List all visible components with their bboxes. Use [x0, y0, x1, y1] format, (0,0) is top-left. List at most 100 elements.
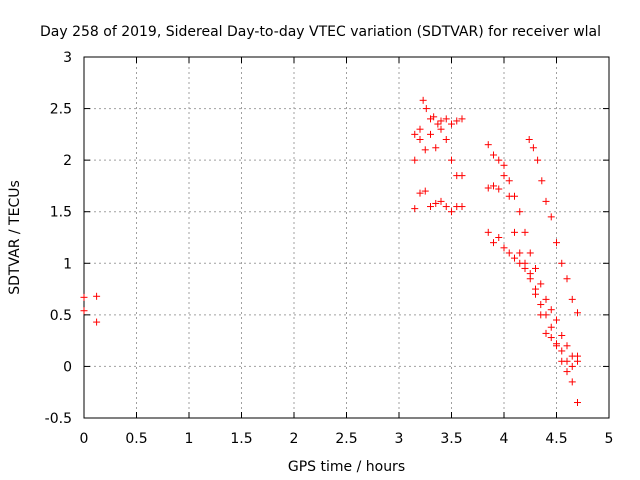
data-point — [411, 205, 419, 213]
y-axis-label: SDTVAR / TECUs — [7, 180, 23, 295]
data-point — [538, 177, 546, 185]
data-point — [490, 182, 497, 190]
chart-title: Day 258 of 2019, Sidereal Day-to-day VTE… — [40, 24, 601, 40]
data-point — [453, 117, 461, 125]
data-point — [553, 239, 560, 247]
data-point — [568, 295, 576, 303]
data-point — [558, 347, 566, 355]
data-point — [448, 120, 455, 128]
data-point — [495, 234, 503, 241]
data-point — [490, 239, 497, 247]
grid-lines — [84, 57, 609, 418]
y-tick-label: 0 — [63, 359, 72, 375]
data-point — [516, 208, 524, 216]
x-tick-label: 3 — [395, 431, 404, 447]
data-point — [505, 249, 513, 257]
data-point — [442, 203, 450, 211]
data-point — [93, 292, 101, 300]
data-point — [525, 136, 533, 144]
data-point — [458, 172, 466, 180]
data-point — [448, 156, 455, 164]
data-point — [93, 318, 101, 326]
data-point — [495, 156, 503, 164]
data-point — [432, 144, 440, 152]
data-point — [568, 362, 576, 370]
data-point — [80, 307, 88, 315]
data-point — [553, 340, 560, 348]
y-tick-label: 2.5 — [50, 102, 72, 118]
data-point — [516, 259, 524, 267]
x-tick-label: 1 — [185, 431, 194, 447]
data-point — [534, 156, 542, 164]
y-tick-label: 1 — [63, 256, 72, 272]
data-point — [547, 334, 555, 342]
data-point — [547, 306, 555, 314]
y-tick-label: -0.5 — [45, 411, 72, 427]
data-point — [511, 254, 518, 262]
y-tick-label: 2 — [63, 153, 72, 169]
data-point — [416, 136, 424, 144]
series-seg-early-upper — [80, 292, 101, 301]
data-point — [563, 275, 571, 283]
data-point — [422, 105, 430, 113]
data-point — [437, 125, 445, 133]
data-point — [505, 192, 513, 200]
series-seg-3.2-mid — [411, 125, 466, 180]
data-point — [434, 120, 442, 128]
x-tick-label: 0 — [80, 431, 89, 447]
data-point — [563, 368, 571, 376]
x-tick-label: 0.5 — [125, 431, 147, 447]
data-point — [500, 172, 508, 180]
data-point — [547, 323, 555, 331]
data-point — [542, 329, 550, 337]
data-point — [553, 316, 560, 324]
data-point — [521, 264, 529, 272]
series-seg-3.2-top — [411, 96, 466, 164]
data-point — [484, 228, 492, 236]
x-axis-label: GPS time / hours — [288, 459, 405, 475]
x-tick-label: 5 — [605, 431, 614, 447]
data-point — [500, 161, 508, 169]
x-tick-label: 3.5 — [440, 431, 462, 447]
y-tick-label: 1.5 — [50, 205, 72, 221]
data-point — [563, 342, 571, 350]
data-point — [411, 156, 419, 164]
x-tick-label: 4 — [500, 431, 509, 447]
data-point — [529, 144, 537, 152]
series-seg-3.9-low — [484, 228, 581, 370]
data-point — [427, 203, 434, 211]
data-point — [484, 141, 492, 149]
data-point — [505, 177, 513, 185]
data-point — [526, 275, 534, 283]
data-point — [558, 259, 566, 267]
x-tick-label: 4.5 — [545, 431, 567, 447]
data-point — [495, 185, 503, 193]
data-point — [558, 331, 566, 339]
data-point — [537, 311, 545, 319]
data-points — [80, 96, 581, 407]
data-point — [432, 199, 440, 207]
data-point — [490, 151, 497, 159]
series-seg-3.9-upper — [484, 141, 581, 365]
y-tick-label: 3 — [63, 50, 72, 66]
data-point — [568, 378, 576, 386]
data-point — [416, 125, 424, 133]
series-seg-3.2-low — [411, 187, 466, 216]
data-point — [511, 228, 518, 236]
data-point — [437, 197, 445, 205]
plot-frame — [83, 56, 610, 419]
data-point — [80, 293, 88, 301]
series-seg-early-lower — [80, 307, 101, 326]
data-point — [437, 117, 445, 125]
data-point — [526, 249, 534, 257]
x-tick-label: 2 — [290, 431, 299, 447]
data-point — [427, 130, 434, 138]
axis-ticks: 0 0.5 1 1.5 2 2.5 3 3.5 4 4.5 5 -0.5 0 0.5 1 1.5 2 2.5 3 — [45, 50, 614, 447]
data-point — [574, 399, 581, 407]
data-point — [537, 280, 545, 288]
data-point — [574, 352, 581, 360]
data-point — [421, 187, 429, 195]
series-seg-3.9-mid — [484, 172, 581, 407]
data-point — [458, 203, 466, 211]
